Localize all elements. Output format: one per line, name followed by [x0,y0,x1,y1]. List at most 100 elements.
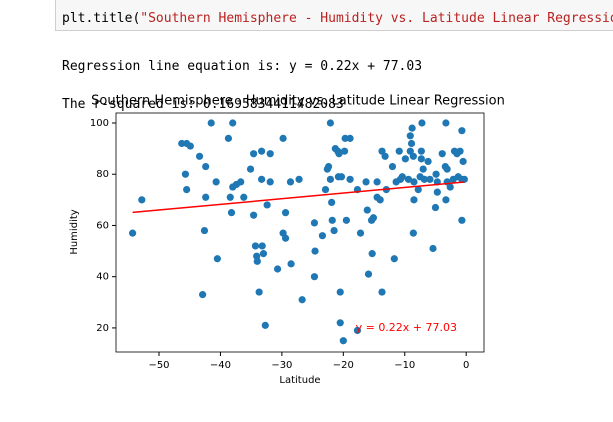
point [311,247,319,255]
point [318,232,327,240]
y-tick-label: 100 [90,118,109,129]
point [237,178,245,186]
point [213,255,221,263]
point [401,155,409,163]
point [456,147,464,155]
point [414,185,422,194]
point [266,150,274,158]
y-tick-label: 60 [96,220,109,231]
x-tick-label: −50 [148,360,169,371]
point [381,152,389,160]
code-cell[interactable]: plt.title("Southern Hemisphere - Humidit… [55,0,613,31]
point [202,162,210,171]
point [404,175,413,183]
code-token: plt.title( [62,11,141,26]
point [328,216,336,224]
point [418,119,426,127]
cell-output: Regression line equation is: y = 0.22x +… [62,38,422,133]
point [199,291,207,299]
x-tick-label: 0 [463,360,469,371]
point [390,255,398,263]
point [335,150,343,158]
point [373,178,381,186]
point [339,337,347,345]
point [460,175,468,183]
point [442,196,450,204]
point [250,150,258,158]
point [429,244,437,253]
point [346,175,354,183]
x-tick-label: −30 [271,360,292,371]
point [226,193,234,201]
point [406,132,414,140]
point [410,196,418,204]
point [364,270,373,278]
x-axis-label: Latitude [279,375,320,386]
point [186,142,194,150]
point [459,157,467,166]
point [395,147,403,155]
point [279,134,287,142]
point [369,214,378,222]
point [207,119,215,127]
point [426,175,434,183]
point [258,175,266,183]
point [337,173,346,181]
point [363,206,371,214]
y-tick-label: 40 [96,272,109,283]
point [250,211,258,219]
code-line: plt.title("Southern Hemisphere - Humidit… [62,10,613,28]
point [240,193,248,201]
point [431,203,440,212]
point [326,175,335,183]
point [255,288,263,296]
point [432,170,440,178]
point [410,178,418,186]
point [310,219,319,227]
point [281,209,290,217]
point [281,234,290,242]
point [200,226,209,235]
point [224,134,233,142]
point [227,209,236,217]
point [321,185,330,194]
point [259,250,268,258]
point [408,124,416,132]
point [424,157,432,166]
point [433,188,441,196]
point [442,119,450,127]
point [458,127,466,135]
point [138,196,146,204]
point [195,152,204,160]
point [287,260,295,268]
point [420,175,429,183]
point [336,319,344,327]
point [340,147,349,155]
point [258,242,266,250]
point [266,178,274,186]
point [376,196,384,204]
annotation: y = 0.22x + 77.03 [356,321,457,334]
point [263,201,271,209]
point [438,150,446,158]
point [183,185,191,194]
y-tick-label: 20 [96,323,109,334]
point [181,170,190,178]
point [310,273,319,281]
point [407,139,416,148]
point [409,229,417,237]
point [378,288,386,296]
point [295,175,303,183]
point [417,155,425,163]
point [328,198,336,207]
point [330,226,338,235]
code-token: "Southern Hemisphere - Humidity vs. Lati… [140,11,613,26]
point [446,183,454,191]
point [409,152,417,160]
x-tick-label: −40 [210,360,231,371]
point [326,119,335,127]
point [388,162,397,171]
point [396,175,405,183]
